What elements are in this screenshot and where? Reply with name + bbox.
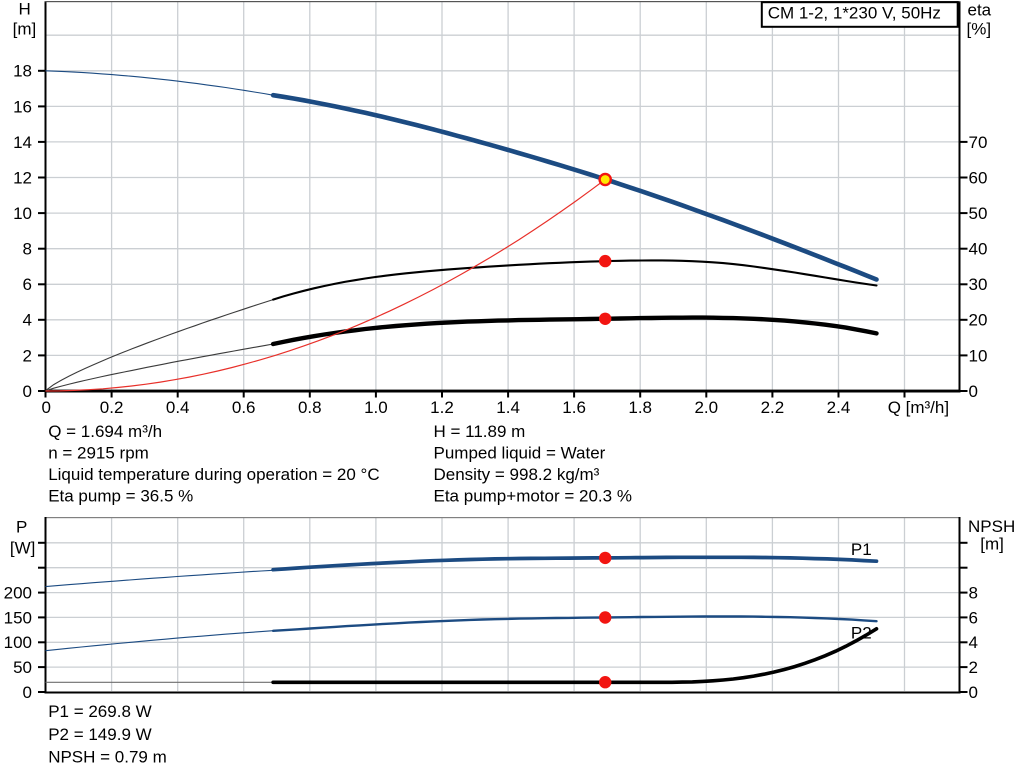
svg-text:0: 0 <box>23 683 32 702</box>
svg-text:[m]: [m] <box>13 20 37 39</box>
svg-text:Q [m³/h]: Q [m³/h] <box>888 398 949 417</box>
svg-text:eta: eta <box>968 0 992 19</box>
svg-text:8: 8 <box>969 584 978 603</box>
svg-text:2: 2 <box>23 346 32 365</box>
svg-text:30: 30 <box>969 275 988 294</box>
svg-text:18: 18 <box>13 62 32 81</box>
svg-text:[W]: [W] <box>10 538 36 557</box>
svg-text:0: 0 <box>41 398 50 417</box>
svg-text:2: 2 <box>969 658 978 677</box>
svg-text:Q = 1.694 m³/h: Q = 1.694 m³/h <box>48 422 162 441</box>
svg-text:NPSH = 0.79 m: NPSH = 0.79 m <box>48 748 167 767</box>
svg-text:10: 10 <box>13 204 32 223</box>
svg-text:10: 10 <box>969 346 988 365</box>
svg-text:6: 6 <box>969 608 978 627</box>
svg-text:H = 11.89 m: H = 11.89 m <box>434 422 526 441</box>
svg-text:CM 1-2, 1*230 V, 50Hz: CM 1-2, 1*230 V, 50Hz <box>768 4 941 23</box>
svg-text:0.8: 0.8 <box>298 398 322 417</box>
svg-text:0.4: 0.4 <box>166 398 190 417</box>
svg-text:8: 8 <box>23 240 32 259</box>
svg-text:P: P <box>16 518 27 537</box>
svg-text:50: 50 <box>13 658 32 677</box>
svg-text:1.2: 1.2 <box>430 398 454 417</box>
svg-text:1.8: 1.8 <box>628 398 652 417</box>
svg-text:4: 4 <box>23 311 32 330</box>
svg-text:14: 14 <box>13 133 32 152</box>
svg-text:2.0: 2.0 <box>694 398 718 417</box>
svg-text:Pumped liquid = Water: Pumped liquid = Water <box>434 443 606 462</box>
svg-text:P1 = 269.8 W: P1 = 269.8 W <box>48 702 151 721</box>
svg-text:12: 12 <box>13 168 32 187</box>
svg-text:Eta pump+motor = 20.3 %: Eta pump+motor = 20.3 % <box>434 486 632 505</box>
svg-text:0: 0 <box>969 382 978 401</box>
svg-text:[%]: [%] <box>967 19 992 38</box>
svg-text:P2 = 149.9 W: P2 = 149.9 W <box>48 725 151 744</box>
svg-text:Eta pump = 36.5 %: Eta pump = 36.5 % <box>48 486 193 505</box>
svg-text:2.2: 2.2 <box>761 398 785 417</box>
svg-text:n = 2915 rpm: n = 2915 rpm <box>48 443 149 462</box>
svg-text:20: 20 <box>969 311 988 330</box>
svg-text:1.0: 1.0 <box>364 398 388 417</box>
svg-text:6: 6 <box>23 275 32 294</box>
svg-text:0: 0 <box>969 683 978 702</box>
svg-text:200: 200 <box>4 584 32 603</box>
svg-text:H: H <box>18 0 30 18</box>
svg-text:16: 16 <box>13 97 32 116</box>
svg-text:P1: P1 <box>851 540 872 559</box>
svg-text:70: 70 <box>969 133 988 152</box>
svg-text:Liquid temperature during oper: Liquid temperature during operation = 20… <box>48 465 379 484</box>
svg-text:1.6: 1.6 <box>562 398 586 417</box>
svg-text:100: 100 <box>4 633 32 652</box>
svg-text:4: 4 <box>969 633 978 652</box>
svg-text:[m]: [m] <box>980 535 1004 554</box>
svg-text:2.4: 2.4 <box>827 398 851 417</box>
svg-text:0: 0 <box>23 382 32 401</box>
svg-text:50: 50 <box>969 204 988 223</box>
svg-text:150: 150 <box>4 608 32 627</box>
svg-text:60: 60 <box>969 168 988 187</box>
svg-text:NPSH: NPSH <box>968 517 1015 536</box>
svg-text:0.2: 0.2 <box>100 398 124 417</box>
svg-text:1.4: 1.4 <box>496 398 520 417</box>
svg-text:Density = 998.2 kg/m³: Density = 998.2 kg/m³ <box>434 465 600 484</box>
svg-text:P2: P2 <box>851 624 872 643</box>
svg-text:0.6: 0.6 <box>232 398 256 417</box>
svg-text:40: 40 <box>969 240 988 259</box>
